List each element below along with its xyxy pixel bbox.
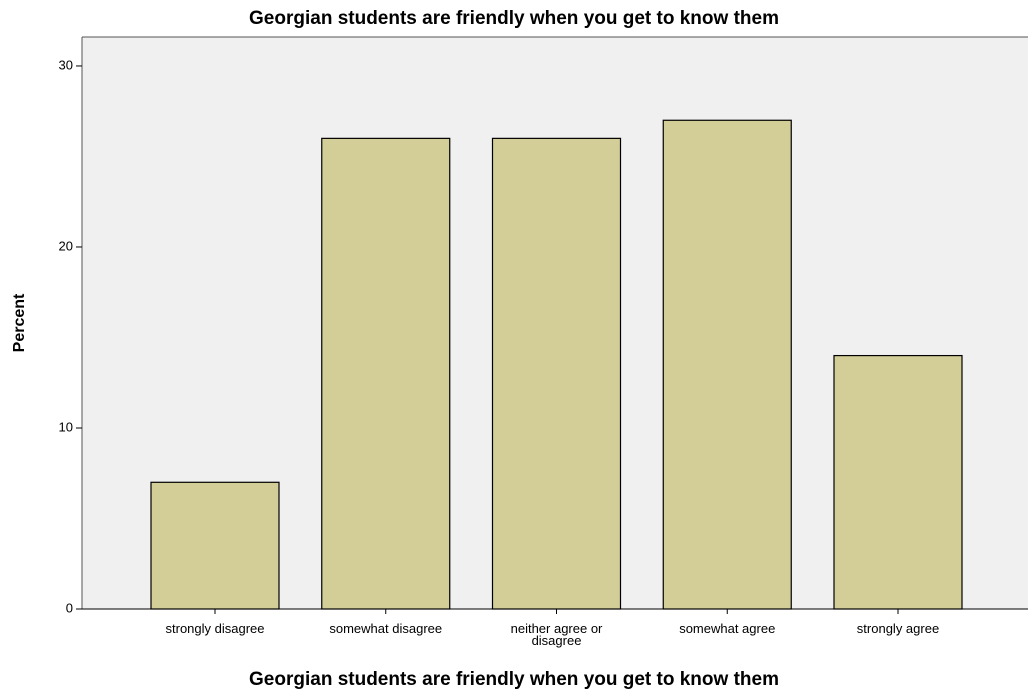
x-tick-label: somewhat disagree bbox=[329, 621, 443, 636]
y-tick-label: 0 bbox=[66, 600, 73, 615]
y-tick-label: 20 bbox=[59, 238, 73, 253]
x-tick-label: strongly agree bbox=[856, 621, 940, 636]
x-axis-label: Georgian students are friendly when you … bbox=[249, 669, 779, 690]
bar bbox=[833, 354, 963, 610]
x-tick-label: neither agree or disagree bbox=[510, 621, 603, 648]
y-axis-label: Percent bbox=[11, 293, 28, 352]
x-tick-label: strongly disagree bbox=[165, 621, 265, 636]
bar bbox=[321, 137, 451, 610]
chart-title: Georgian students are friendly when you … bbox=[249, 8, 779, 29]
y-tick-label: 30 bbox=[59, 57, 73, 72]
y-tick-label: 10 bbox=[59, 419, 73, 434]
bar bbox=[662, 119, 792, 610]
bar bbox=[150, 481, 280, 610]
x-tick-label: somewhat agree bbox=[679, 621, 776, 636]
bar bbox=[491, 137, 622, 610]
